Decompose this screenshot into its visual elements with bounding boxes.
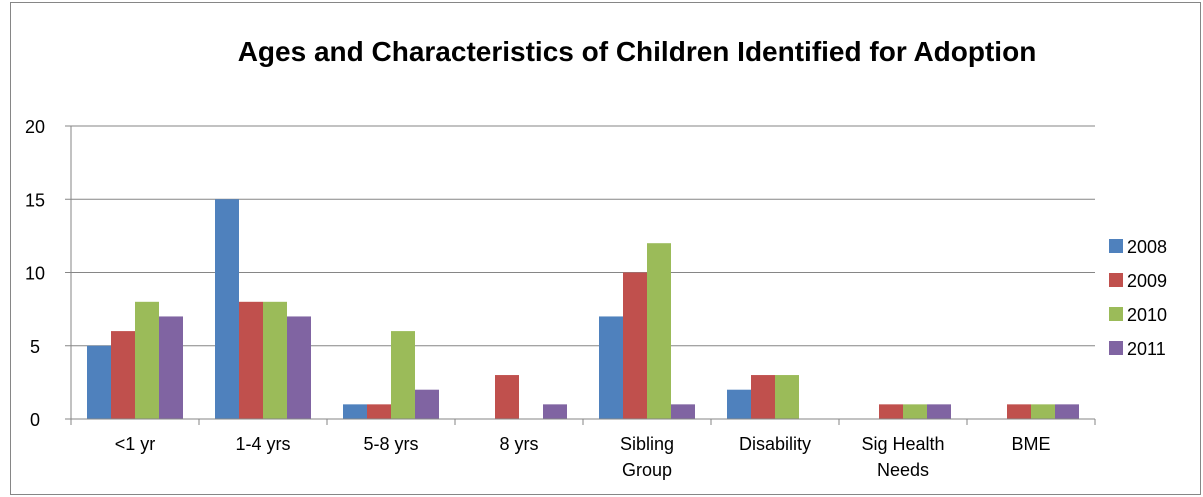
bar-2010-1 (263, 301, 287, 419)
legend-swatch-2011 (1109, 341, 1123, 355)
bar-2009-4 (623, 272, 647, 419)
y-tick-label: 5 (30, 337, 40, 357)
x-tick-label: 5-8 yrs (363, 434, 418, 454)
y-tick-label: 15 (25, 190, 45, 210)
x-tick-label: Disability (739, 434, 811, 454)
bar-2008-2 (343, 404, 367, 419)
x-tick-label: <1 yr (115, 434, 156, 454)
y-tick-label: 0 (30, 410, 40, 430)
bar-2011-6 (927, 404, 951, 419)
bar-2011-4 (671, 404, 695, 419)
bar-2010-6 (903, 404, 927, 419)
x-tick-label: 1-4 yrs (235, 434, 290, 454)
chart-frame: Ages and Characteristics of Children Ide… (10, 2, 1201, 495)
legend-label-2008: 2008 (1127, 237, 1167, 257)
bar-2009-5 (751, 375, 775, 419)
legend-label-2010: 2010 (1127, 305, 1167, 325)
bar-2010-7 (1031, 404, 1055, 419)
bar-2011-0 (159, 316, 183, 419)
bar-2008-1 (215, 199, 239, 419)
bar-2011-1 (287, 316, 311, 419)
bar-2008-5 (727, 389, 751, 419)
x-tick-label: BME (1011, 434, 1050, 454)
bar-2009-7 (1007, 404, 1031, 419)
bar-2008-4 (599, 316, 623, 419)
legend-swatch-2008 (1109, 239, 1123, 253)
bar-chart: Ages and Characteristics of Children Ide… (25, 36, 1167, 480)
bar-2011-3 (543, 404, 567, 419)
legend-swatch-2009 (1109, 273, 1123, 287)
legend-label-2011: 2011 (1127, 339, 1166, 359)
bar-2010-4 (647, 243, 671, 419)
x-tick-label: 8 yrs (499, 434, 538, 454)
x-tick-label: Sibling Group (620, 434, 674, 480)
bar-2009-0 (111, 331, 135, 419)
bar-2009-3 (495, 375, 519, 419)
gridlines (71, 125, 1095, 347)
axes: 0 5 10 15 20 <1 yr 1-4 yrs 5-8 yrs 8 yrs Sibling G… (25, 117, 1096, 480)
bar-2009-1 (239, 301, 263, 419)
x-tick-label: Sig Health Needs (861, 434, 944, 480)
legend: 2008 2009 2010 2011 (1109, 237, 1167, 359)
y-tick-label: 20 (25, 117, 45, 137)
bar-2011-2 (415, 389, 439, 419)
bar-2011-7 (1055, 404, 1079, 419)
bar-2010-2 (391, 331, 415, 419)
legend-swatch-2010 (1109, 307, 1123, 321)
bars (87, 199, 1079, 419)
y-tick-label: 10 (25, 264, 45, 284)
chart-title: Ages and Characteristics of Children Ide… (238, 36, 1037, 67)
bar-2008-0 (87, 345, 111, 419)
bar-2010-0 (135, 301, 159, 419)
bar-2009-6 (879, 404, 903, 419)
bar-2009-2 (367, 404, 391, 419)
legend-label-2009: 2009 (1127, 271, 1167, 291)
bar-2010-5 (775, 375, 799, 419)
